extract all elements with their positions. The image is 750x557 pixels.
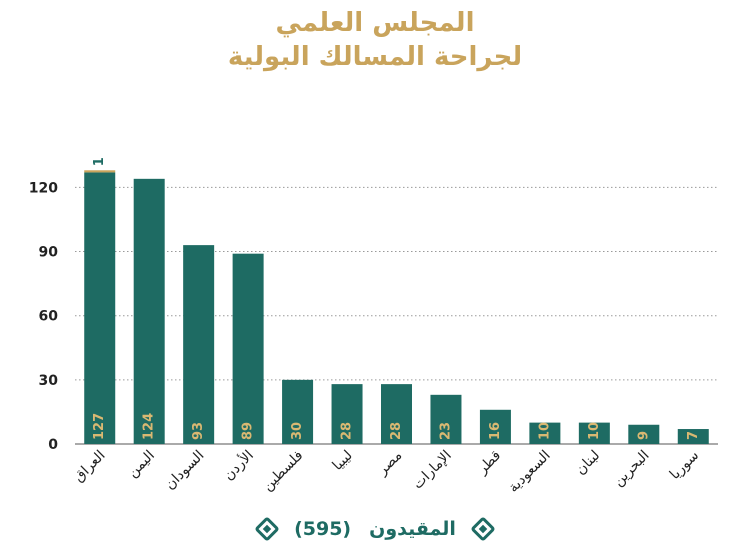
bar bbox=[479, 409, 511, 444]
data-label: 1 bbox=[92, 157, 107, 166]
data-label: 124 bbox=[142, 413, 157, 440]
bar bbox=[183, 245, 215, 444]
bar bbox=[578, 422, 610, 444]
x-tick-label: السعودية bbox=[505, 448, 553, 496]
data-label: 10 bbox=[537, 422, 552, 440]
bar bbox=[381, 384, 412, 444]
bar bbox=[529, 422, 561, 444]
diamond-icon bbox=[470, 516, 496, 542]
data-label: 23 bbox=[438, 422, 453, 440]
data-label: 9 bbox=[636, 431, 651, 440]
bar bbox=[430, 394, 462, 444]
y-tick-label: 0 bbox=[48, 437, 58, 453]
bar bbox=[282, 379, 314, 444]
bar bbox=[331, 384, 363, 444]
x-tick-label: الإمارات bbox=[410, 448, 455, 493]
data-label: 127 bbox=[92, 413, 107, 440]
x-tick-label: سوريا bbox=[667, 448, 702, 483]
data-label: 28 bbox=[389, 422, 404, 440]
bar bbox=[628, 424, 660, 444]
data-label: 7 bbox=[686, 431, 701, 440]
y-tick-label: 90 bbox=[39, 245, 59, 261]
data-label: 10 bbox=[587, 422, 602, 440]
bar bbox=[84, 172, 116, 444]
y-tick-label: 120 bbox=[29, 180, 58, 196]
data-label: 28 bbox=[340, 422, 355, 440]
x-tick-label: اليمن bbox=[125, 448, 158, 481]
x-tick-label: فلسطين bbox=[260, 448, 307, 495]
bar bbox=[677, 429, 709, 444]
x-tick-label: العراق bbox=[71, 448, 109, 486]
x-tick-label: البحرين bbox=[610, 448, 652, 490]
data-label: 89 bbox=[241, 422, 256, 440]
y-tick-label: 30 bbox=[39, 373, 59, 389]
legend: المقيدون (595) bbox=[0, 514, 750, 544]
bar-segment bbox=[84, 170, 116, 173]
x-tick-label: السودان bbox=[162, 448, 207, 493]
data-label: 93 bbox=[191, 422, 206, 440]
data-label: 16 bbox=[488, 422, 503, 440]
x-tick-label: الأردن bbox=[219, 446, 257, 484]
chart-title-line1: المجلس العلمي bbox=[275, 8, 475, 38]
y-tick-label: 60 bbox=[39, 309, 59, 325]
chart-title-line2: لجراحة المسالك البولية bbox=[227, 42, 523, 72]
diamond-icon bbox=[254, 516, 280, 542]
x-tick-label: ليبيا bbox=[330, 448, 356, 474]
x-tick-label: لبنان bbox=[573, 448, 604, 479]
x-tick-label: مصر bbox=[374, 448, 405, 479]
bar bbox=[232, 253, 264, 444]
data-label: 30 bbox=[290, 422, 305, 440]
legend-label: المقيدون bbox=[369, 518, 456, 540]
legend-total: (595) bbox=[294, 518, 352, 540]
x-tick-label: قطر bbox=[474, 448, 504, 478]
bar bbox=[133, 178, 165, 445]
